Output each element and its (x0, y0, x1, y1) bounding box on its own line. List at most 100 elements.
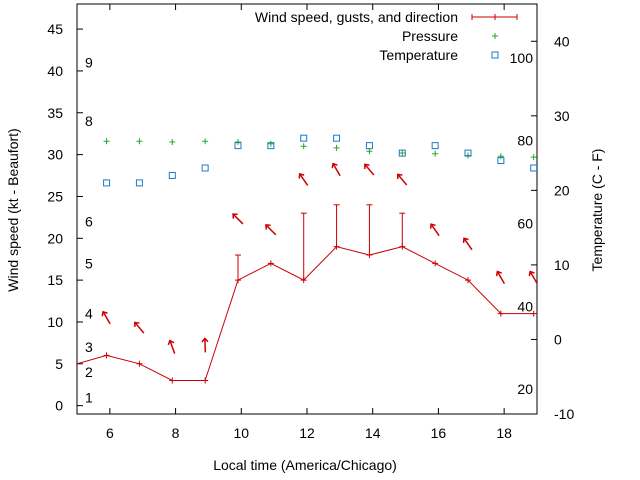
wind-direction-arrow (265, 224, 277, 236)
y-tick-label: 5 (55, 356, 63, 372)
pressure-point (399, 149, 406, 156)
fahrenheit-label: 80 (517, 133, 533, 149)
y2-tick-label: 40 (554, 33, 570, 49)
arrow-shaft (496, 271, 506, 285)
x-axis-label: Local time (America/Chicago) (213, 457, 397, 473)
temperature-point (201, 164, 209, 172)
y2-tick-label: 20 (554, 182, 570, 198)
temperature-point (103, 179, 111, 187)
fahrenheit-label: 40 (517, 298, 533, 314)
y-tick-label: 20 (47, 230, 63, 246)
pressure-point (465, 152, 471, 159)
wind-speed-line (77, 246, 534, 381)
arrow-head (232, 213, 238, 219)
wind-speed-point (333, 243, 340, 250)
x-axis: 6 8 10 12 14 16 18 (106, 4, 512, 441)
arrow-shaft (134, 321, 145, 334)
wind-direction-arrow (429, 223, 440, 237)
wind-speed-point (530, 310, 537, 317)
arrow-head (462, 237, 469, 244)
beaufort-label: 2 (85, 364, 93, 380)
y-axis-label: Wind speed (kt - Beaufort) (5, 128, 21, 291)
pressure-point (169, 139, 176, 146)
y-tick-label: 25 (47, 188, 63, 204)
beaufort-label: 1 (85, 389, 93, 405)
pressure-point (366, 148, 373, 155)
wind-direction-arrow (134, 321, 145, 334)
wind-speed-point (169, 377, 176, 384)
x-tick-label: 18 (496, 425, 512, 441)
arrow-head (528, 270, 535, 277)
y2-tick-label: 10 (554, 257, 570, 273)
temperature-point (168, 171, 176, 179)
wind-speed-point (366, 252, 373, 259)
x-tick-label: 10 (233, 425, 249, 441)
temperature-point (497, 157, 505, 165)
temperature-point (234, 142, 242, 150)
arrow-shaft (463, 237, 473, 251)
temperature-point (267, 142, 275, 150)
beaufort-label: 9 (85, 55, 93, 71)
wind-direction-arrow (101, 310, 111, 325)
legend-marker (491, 51, 499, 59)
wind-direction-arrow (495, 270, 506, 285)
wind-direction-arrow (462, 237, 473, 251)
wind-speed-point (300, 277, 307, 284)
legend-label: Pressure (402, 28, 458, 44)
temperature-point (300, 134, 308, 142)
beaufort-scale-labels: 1 2 3 4 5 6 8 9 (85, 55, 93, 406)
pressure-point (300, 143, 307, 150)
wind-speed-point (103, 352, 110, 359)
y-tick-label: 15 (47, 272, 63, 288)
legend-marker (492, 14, 498, 20)
arrow-shaft (265, 224, 277, 236)
wind-speed-point (267, 260, 274, 267)
beaufort-label: 6 (85, 214, 93, 230)
series-layer (77, 134, 537, 384)
x-tick-label: 12 (299, 425, 315, 441)
y2-tick-label: -10 (554, 406, 574, 422)
temperature-point (398, 149, 406, 157)
arrow-shaft (169, 340, 176, 354)
temperature-point (135, 179, 143, 187)
plot-frame (76, 3, 538, 415)
wind-direction-arrow (331, 162, 341, 177)
arrow-head (265, 224, 271, 230)
wind-speed-point (432, 260, 439, 267)
arrow-shaft (397, 173, 408, 186)
legend-marker (492, 33, 498, 39)
y2-axis-label: Temperature (C - F) (589, 149, 605, 272)
y2-tick-label: 0 (554, 331, 562, 347)
y-tick-label: 45 (47, 21, 63, 37)
temperature-point (464, 149, 472, 157)
fahrenheit-label: 20 (517, 381, 533, 397)
plot-area (77, 134, 537, 384)
y-tick-label: 35 (47, 105, 63, 121)
beaufort-label: 5 (85, 255, 93, 271)
wind-speed-point (497, 310, 504, 317)
pressure-point (103, 138, 110, 145)
pressure-point (530, 154, 537, 161)
x-tick-label: 6 (106, 425, 114, 441)
temperature-point (530, 164, 537, 172)
arrow-shaft (332, 163, 341, 177)
pressure-point (136, 138, 143, 145)
y-axis-right: -10 0 10 20 30 40 (531, 33, 574, 422)
arrow-shaft (529, 271, 537, 285)
beaufort-label: 8 (85, 113, 93, 129)
arrow-head (298, 173, 305, 179)
arrow-shaft (102, 311, 111, 325)
temperature-point (431, 142, 439, 150)
wind-speed-point (136, 360, 143, 367)
pressure-point (235, 139, 241, 146)
wind-speed-point (202, 377, 209, 384)
x-tick-label: 8 (172, 425, 180, 441)
arrow-shaft (364, 163, 375, 176)
y-tick-label: 30 (47, 147, 63, 163)
legend-label: Wind speed, gusts, and direction (255, 9, 458, 25)
arrow-head (364, 163, 370, 169)
wind-speed-point (399, 243, 406, 250)
y-tick-label: 0 (55, 398, 63, 414)
arrow-head (331, 162, 338, 169)
